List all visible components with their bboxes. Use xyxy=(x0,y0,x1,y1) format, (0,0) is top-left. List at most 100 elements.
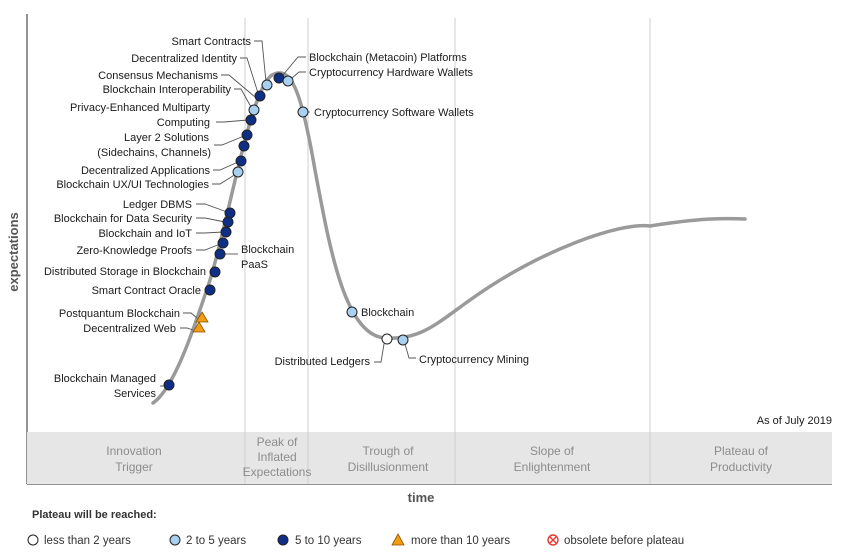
tech-marker xyxy=(204,284,216,296)
tech-marker xyxy=(217,237,229,249)
tech-zero-knowledge-proofs: Zero-Knowledge Proofs xyxy=(76,237,229,257)
legend-item-5-to-10-years: 5 to 10 years xyxy=(277,534,362,547)
leader-line xyxy=(196,217,226,223)
tech-label: Ledger DBMS xyxy=(123,199,192,211)
legend-marker xyxy=(391,533,405,546)
tech-marker xyxy=(238,140,250,152)
x-axis-label: time xyxy=(408,490,435,505)
legend-title: Plateau will be reached: xyxy=(32,509,157,521)
tech-label: Blockchain Interoperability xyxy=(103,84,232,96)
tech-label: Blockchain and IoT xyxy=(98,228,192,240)
as-of-label: As of July 2019 xyxy=(757,415,832,427)
tech-label: Cryptocurrency Hardware Wallets xyxy=(309,67,474,79)
leader-line xyxy=(404,343,416,359)
tech-label: Cryptocurrency Software Wallets xyxy=(314,107,474,119)
tech-label: Distributed Ledgers xyxy=(275,356,371,368)
leader-line xyxy=(254,40,267,83)
phase-line: Slope of xyxy=(530,444,575,458)
phase-slope-of-enlightenment: Slope of Enlightenment xyxy=(514,444,591,474)
leader-line xyxy=(240,57,259,94)
tech-label: Blockchain Managed xyxy=(54,373,156,385)
tech-marker xyxy=(163,379,175,391)
tech-cryptocurrency-hardware-wallets: Cryptocurrency Hardware Wallets xyxy=(282,67,474,87)
tech-marker xyxy=(261,79,273,91)
tech-blockchain-managed-services: Blockchain Managed Services xyxy=(54,373,175,400)
tech-label: Zero-Knowledge Proofs xyxy=(76,245,192,257)
tech-label: Consensus Mechanisms xyxy=(98,70,218,82)
tech-label: (Sidechains, Channels) xyxy=(97,147,211,159)
phase-plateau-of-productivity: Plateau of Productivity xyxy=(710,444,772,474)
legend-label: 5 to 10 years xyxy=(295,535,362,547)
tech-marker xyxy=(282,75,294,87)
tech-label: Computing xyxy=(157,117,210,129)
phase-peak-of-inflated-expectations: Peak of Inflated Expectations xyxy=(243,435,312,479)
legend-marker xyxy=(277,534,289,546)
tech-blockchain-paas: Blockchain PaaS xyxy=(214,244,294,271)
leader-line xyxy=(196,243,221,251)
tech-label: Services xyxy=(114,388,157,400)
leader-line xyxy=(196,231,224,234)
tech-privacy-enhanced-multiparty-computing: Privacy-Enhanced Multiparty Computing xyxy=(70,102,257,129)
phase-line: Trough of xyxy=(363,444,415,458)
tech-label: Postquantum Blockchain xyxy=(59,308,180,320)
legend-item-less-than-2-years: less than 2 years xyxy=(27,534,131,547)
legend-label: 2 to 5 years xyxy=(186,535,246,547)
phase-innovation-trigger: Innovation Trigger xyxy=(106,444,161,474)
tech-consensus-mechanisms: Consensus Mechanisms xyxy=(98,70,256,98)
tech-blockchain-ux-ui-technologies: Blockchain UX/UI Technologies xyxy=(56,166,244,191)
legend-marker xyxy=(27,534,39,546)
tech-label: Decentralized Web xyxy=(83,323,176,335)
leader-line xyxy=(183,312,198,319)
phase-line: Expectations xyxy=(243,465,312,479)
tech-smart-contract-oracle: Smart Contract Oracle xyxy=(92,284,216,297)
phase-line: Peak of xyxy=(257,435,298,449)
tech-cryptocurrency-software-wallets: Cryptocurrency Software Wallets xyxy=(297,106,474,119)
legend-item-obsolete-before-plateau: obsolete before plateau xyxy=(547,534,684,547)
leader-line xyxy=(196,203,228,213)
tech-cryptocurrency-mining: Cryptocurrency Mining xyxy=(397,334,529,366)
phase-line: Enlightenment xyxy=(514,460,591,474)
tech-marker xyxy=(297,106,309,118)
tech-smart-contracts: Smart Contracts xyxy=(172,36,273,91)
y-axis-label: expectations xyxy=(6,212,21,291)
obsolete-icon-stroke xyxy=(549,536,557,544)
leader-line xyxy=(374,343,385,363)
tech-marker xyxy=(248,104,260,116)
tech-marker xyxy=(241,129,253,141)
tech-blockchain: Blockchain xyxy=(346,306,414,319)
tech-decentralized-web: Decentralized Web xyxy=(83,321,206,335)
phase-line: Productivity xyxy=(710,460,772,474)
tech-marker xyxy=(397,334,409,346)
phase-band xyxy=(27,432,832,484)
leader-line xyxy=(213,161,239,171)
tech-label: Blockchain UX/UI Technologies xyxy=(56,179,209,191)
tech-label: Blockchain for Data Security xyxy=(54,213,193,225)
tech-marker xyxy=(273,72,285,84)
legend-label: less than 2 years xyxy=(44,535,131,547)
phase-line: Trigger xyxy=(115,460,153,474)
leader-line xyxy=(234,88,252,108)
legend-label: more than 10 years xyxy=(411,535,510,547)
legend-label: obsolete before plateau xyxy=(564,535,684,547)
hype-curve xyxy=(151,71,747,405)
tech-label: Decentralized Identity xyxy=(131,53,237,65)
tech-label: Smart Contracts xyxy=(172,36,252,48)
leader-line xyxy=(216,119,249,123)
tech-marker xyxy=(220,226,232,238)
tech-label: Decentralized Applications xyxy=(81,165,211,177)
leader-line xyxy=(214,135,245,146)
tech-distributed-ledgers: Distributed Ledgers xyxy=(275,333,393,368)
tech-blockchain-metacoin-platforms: Blockchain (Metacoin) Platforms xyxy=(273,52,467,84)
tech-label: Smart Contract Oracle xyxy=(92,285,201,297)
tech-marker xyxy=(232,166,244,178)
tech-postquantum-blockchain: Postquantum Blockchain xyxy=(59,308,209,323)
legend-item-more-than-10-years: more than 10 years xyxy=(391,533,510,547)
tech-label: Privacy-Enhanced Multiparty xyxy=(70,102,211,114)
tech-label: Distributed Storage in Blockchain xyxy=(44,266,206,278)
tech-label: Blockchain xyxy=(361,307,414,319)
phase-line: Innovation xyxy=(106,444,161,458)
tech-marker xyxy=(214,248,226,260)
tech-marker xyxy=(381,333,393,345)
tech-blockchain-for-data-security: Blockchain for Data Security xyxy=(54,213,234,228)
